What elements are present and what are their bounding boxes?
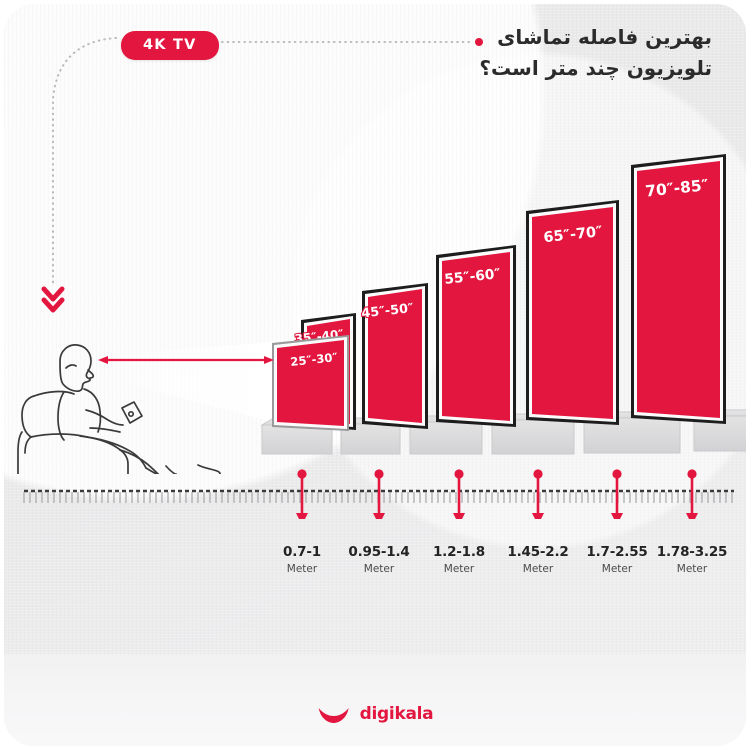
infographic-card: 4K TV بهترین فاصله تماشای تلویزیون چند م… [4, 4, 746, 746]
tv-label-3: 45″-50″ [361, 301, 415, 321]
digikala-wordmark: digikala [359, 704, 434, 724]
distance-marker-4 [532, 469, 544, 519]
tv-panel-6: 70″-85″ [631, 154, 726, 424]
viewing-cone [100, 342, 272, 422]
distance-marker-2 [373, 469, 385, 519]
digikala-logo: digikala [317, 704, 434, 724]
distance-unit-5: Meter [601, 563, 633, 575]
distance-marker-3 [453, 469, 465, 519]
distance-value-2: 0.95-1.4 [348, 544, 410, 560]
distance-label-3: 1.2-1.8 Meter [414, 544, 504, 575]
distance-value-5: 1.7-2.55 [586, 544, 648, 560]
title-line-1: بهترین فاصله تماشای [497, 25, 712, 49]
distance-label-4: 1.45-2.2 Meter [493, 544, 583, 575]
badge-4k-tv: 4K TV [121, 31, 219, 60]
footer-band [4, 654, 746, 746]
distance-unit-3: Meter [443, 563, 475, 575]
distance-unit-4: Meter [522, 563, 554, 575]
distance-value-4: 1.45-2.2 [507, 544, 569, 560]
distance-unit-1: Meter [286, 563, 318, 575]
distance-unit-6: Meter [676, 563, 708, 575]
distance-label-6: 1.78-3.25 Meter [647, 544, 737, 575]
person-in-recliner-icon [17, 344, 221, 474]
distance-value-3: 1.2-1.8 [432, 544, 486, 560]
distance-unit-2: Meter [363, 563, 395, 575]
title-line-2: تلویزیون چند متر است؟ [479, 56, 712, 80]
distance-label-2: 0.95-1.4 Meter [334, 544, 424, 575]
smile-swoosh-icon [318, 708, 349, 723]
distance-marker-6 [686, 469, 698, 519]
page-title: بهترین فاصله تماشای تلویزیون چند متر است… [412, 22, 712, 84]
distance-markers [296, 469, 698, 519]
tv-size-scene: 70″-85″ 65″-70″ 55″-60″ 45″-50″ [17, 154, 746, 474]
distance-label-1: 0.7-1 Meter [257, 544, 347, 575]
viewing-distance-arrow-icon [98, 356, 274, 364]
distance-value-6: 1.78-3.25 [656, 544, 728, 560]
tv-panel-5: 65″-70″ [526, 200, 619, 425]
tv-panel-1: 25″-30″ [272, 335, 349, 431]
distance-marker-5 [611, 469, 623, 519]
tv-label-1: 25″-30″ [290, 350, 339, 369]
tv-panel-4: 55″-60″ [436, 245, 516, 427]
badge-leader-line [41, 37, 483, 313]
distance-marker-1 [296, 469, 308, 519]
distance-value-1: 0.7-1 [283, 544, 321, 560]
measurement-ruler [23, 469, 734, 519]
tv-panel-3: 45″-50″ [360, 283, 428, 429]
distance-label-5: 1.7-2.55 Meter [572, 544, 662, 575]
